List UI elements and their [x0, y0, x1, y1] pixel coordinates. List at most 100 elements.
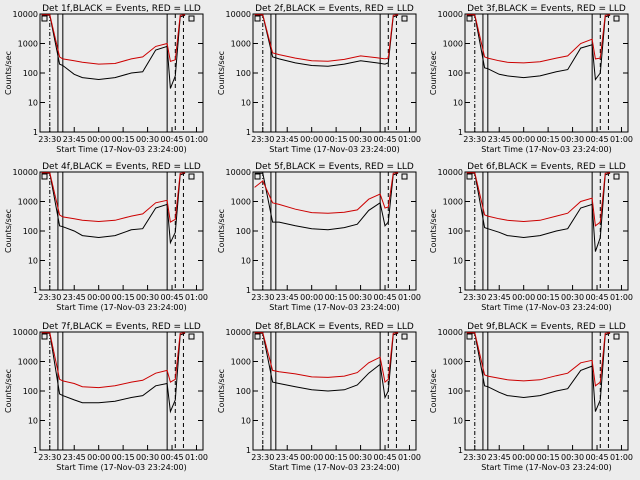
x-tick-label: 00:15 — [537, 293, 560, 302]
corner-marker — [466, 333, 473, 340]
y-tick-label: 10 — [241, 417, 251, 426]
chart-title: Det 1f,BLACK = Events, RED = LLD — [42, 4, 201, 14]
events-series-line — [254, 14, 399, 67]
y-tick-label: 1000 — [443, 198, 463, 207]
corner-marker — [188, 15, 195, 22]
y-axis-label: Counts/sec — [217, 209, 226, 253]
x-tick-label: 01:00 — [610, 135, 633, 144]
corner-marker — [401, 15, 408, 22]
corner-marker — [613, 333, 620, 340]
chart-panel-3: Det 3f,BLACK = Events, RED = LLD 1 10 100 10… — [429, 4, 633, 154]
x-tick-label: 00:30 — [561, 453, 584, 462]
x-tick-label: 00:45 — [160, 293, 183, 302]
corner-marker — [613, 15, 620, 22]
y-tick-label: 1 — [33, 286, 38, 295]
y-tick-label: 1000 — [231, 358, 251, 367]
corner-marker — [466, 173, 473, 180]
x-tick-label: 01:00 — [398, 293, 421, 302]
y-tick-label: 1 — [246, 286, 251, 295]
chart-panel-6: Det 6f,BLACK = Events, RED = LLD 1 10 100 10… — [429, 162, 633, 312]
chart-panel-2: Det 2f,BLACK = Events, RED = LLD 1 10 100 10… — [217, 4, 421, 154]
x-tick-label: 23:45 — [276, 293, 299, 302]
y-axis-label: Counts/sec — [4, 369, 13, 413]
corner-marker — [466, 15, 473, 22]
x-axis-label: Start Time (17-Nov-03 23:24:00) — [269, 145, 399, 154]
x-axis-label: Start Time (17-Nov-03 23:24:00) — [481, 463, 611, 472]
x-tick-label: 23:30 — [463, 135, 486, 144]
chart-panel-7: Det 7f,BLACK = Events, RED = LLD 1 10 100 10… — [4, 322, 208, 472]
x-tick-label: 00:45 — [160, 453, 183, 462]
x-tick-label: 00:30 — [561, 135, 584, 144]
chart-panel-5: Det 5f,BLACK = Events, RED = LLD 1 10 100 10… — [217, 162, 421, 312]
y-tick-label: 10 — [241, 99, 251, 108]
y-tick-label: 1000 — [443, 358, 463, 367]
y-tick-label: 100 — [236, 69, 251, 78]
y-tick-label: 1000 — [18, 40, 38, 49]
y-tick-label: 1000 — [231, 198, 251, 207]
y-tick-label: 10 — [28, 257, 38, 266]
x-tick-label: 23:45 — [63, 453, 86, 462]
x-tick-label: 00:15 — [112, 293, 135, 302]
y-tick-label: 10 — [453, 257, 463, 266]
x-axis-label: Start Time (17-Nov-03 23:24:00) — [481, 303, 611, 312]
x-tick-label: 23:45 — [488, 293, 511, 302]
events-series-line — [466, 172, 611, 252]
y-tick-label: 100 — [448, 387, 463, 396]
x-tick-label: 00:45 — [585, 293, 608, 302]
events-series-line — [41, 172, 186, 245]
lld-series-line — [254, 14, 399, 62]
x-tick-label: 00:45 — [585, 135, 608, 144]
x-tick-label: 00:15 — [325, 293, 348, 302]
y-axis-label: Counts/sec — [4, 209, 13, 253]
x-tick-label: 00:15 — [537, 453, 560, 462]
chart-title: Det 4f,BLACK = Events, RED = LLD — [42, 162, 201, 172]
y-tick-label: 100 — [23, 227, 38, 236]
x-tick-label: 23:45 — [63, 135, 86, 144]
corner-marker — [41, 333, 48, 340]
x-tick-label: 00:00 — [87, 293, 110, 302]
x-tick-label: 00:15 — [325, 135, 348, 144]
x-tick-label: 00:30 — [349, 293, 372, 302]
lld-series-line — [41, 14, 186, 65]
x-tick-label: 00:00 — [300, 135, 323, 144]
y-tick-label: 100 — [236, 227, 251, 236]
events-series-line — [41, 14, 186, 89]
y-tick-label: 1 — [458, 446, 463, 455]
corner-marker — [41, 15, 48, 22]
corner-marker — [254, 173, 261, 180]
x-tick-label: 00:00 — [512, 293, 535, 302]
y-tick-label: 100 — [448, 227, 463, 236]
x-tick-label: 23:30 — [38, 135, 61, 144]
x-tick-label: 00:00 — [512, 135, 535, 144]
x-tick-label: 00:30 — [349, 135, 372, 144]
events-series-line — [466, 332, 611, 412]
x-tick-label: 00:00 — [300, 293, 323, 302]
x-tick-label: 23:45 — [276, 453, 299, 462]
x-tick-label: 23:30 — [251, 453, 274, 462]
x-tick-label: 00:15 — [112, 453, 135, 462]
x-tick-label: 00:30 — [136, 135, 159, 144]
y-tick-label: 10000 — [226, 10, 251, 19]
x-tick-label: 00:30 — [561, 293, 584, 302]
y-tick-label: 1 — [33, 128, 38, 137]
y-axis-label: Counts/sec — [429, 369, 438, 413]
x-tick-label: 00:30 — [349, 453, 372, 462]
events-series-line — [254, 332, 399, 400]
y-tick-label: 10 — [241, 257, 251, 266]
y-tick-label: 10000 — [226, 168, 251, 177]
chart-title: Det 8f,BLACK = Events, RED = LLD — [255, 322, 414, 332]
y-axis-label: Counts/sec — [429, 51, 438, 95]
y-tick-label: 100 — [23, 387, 38, 396]
x-tick-label: 00:00 — [87, 453, 110, 462]
y-tick-label: 1 — [246, 128, 251, 137]
y-tick-label: 1 — [33, 446, 38, 455]
x-tick-label: 23:30 — [463, 293, 486, 302]
lld-series-line — [41, 172, 186, 223]
lld-series-line — [466, 172, 611, 227]
lld-series-line — [254, 172, 399, 214]
x-tick-label: 00:00 — [87, 135, 110, 144]
y-tick-label: 1000 — [443, 40, 463, 49]
x-tick-label: 23:45 — [488, 453, 511, 462]
x-tick-label: 23:30 — [251, 135, 274, 144]
